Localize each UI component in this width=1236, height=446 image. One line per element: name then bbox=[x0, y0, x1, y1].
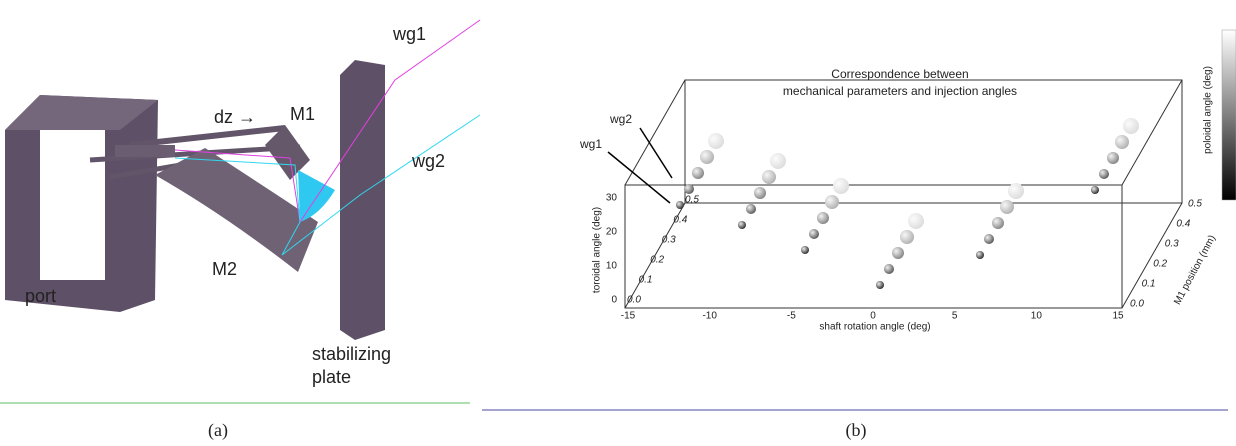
sphere-shine bbox=[770, 153, 786, 169]
sphere-shine bbox=[884, 264, 894, 274]
y-tick-label: 20 bbox=[606, 227, 618, 238]
sphere-shine bbox=[738, 221, 746, 229]
cad-drawing bbox=[5, 20, 480, 340]
sphere-shine bbox=[1091, 186, 1099, 194]
sphere-shine bbox=[976, 251, 984, 259]
z-tick-label: 0.1 bbox=[1142, 279, 1156, 290]
y-tick-label: 10 bbox=[606, 261, 618, 272]
z-tick-label: 0.3 bbox=[1165, 239, 1179, 250]
page: {"panel_a": {"labels": {"wg1": "wg1", "d… bbox=[0, 0, 1236, 446]
x-tick-label: 5 bbox=[952, 311, 958, 322]
sphere-shine bbox=[1115, 135, 1129, 149]
x-axis-label: shaft rotation angle (deg) bbox=[819, 322, 930, 333]
figure: wg1 dz → M1 wg2 M2 port stabilizing plat… bbox=[0, 0, 1236, 446]
x-tick-label: 15 bbox=[1112, 311, 1124, 322]
sphere-shine bbox=[692, 167, 704, 179]
sphere-shine bbox=[809, 229, 819, 239]
y-tick-label: 0 bbox=[611, 295, 617, 306]
z-axis-label: M1 position (mm) bbox=[1172, 233, 1218, 306]
sphere-shine bbox=[1107, 152, 1119, 164]
sphere-shine bbox=[817, 212, 829, 224]
annotation: wg1 bbox=[579, 137, 602, 151]
x-tick-label: -10 bbox=[702, 311, 717, 322]
colorbar-label: poloidal angle (deg) bbox=[1203, 66, 1214, 154]
caption: (b) bbox=[846, 420, 867, 441]
sphere-shine bbox=[1000, 200, 1014, 214]
sphere-shine bbox=[762, 170, 776, 184]
z-tick-label: 0.4 bbox=[1176, 219, 1190, 230]
label-wg2: wg2 bbox=[411, 151, 445, 171]
y-tick-label: 30 bbox=[606, 193, 618, 204]
inner-tick-label: 0.2 bbox=[650, 255, 664, 266]
sphere-shine bbox=[1008, 183, 1024, 199]
inner-tick-label: 0.1 bbox=[639, 275, 653, 286]
label-m2: M2 bbox=[212, 259, 237, 279]
sphere-shine bbox=[833, 178, 849, 194]
sphere-shine bbox=[825, 195, 839, 209]
sphere-shine bbox=[908, 213, 924, 229]
label-plate: stabilizing bbox=[312, 344, 391, 364]
x-tick-label: 0 bbox=[870, 311, 876, 322]
sphere-shine bbox=[900, 230, 914, 244]
label-wg1: wg1 bbox=[392, 24, 426, 44]
label-port: port bbox=[25, 286, 56, 306]
colorbar bbox=[1222, 30, 1236, 200]
z-tick-label: 0.5 bbox=[1188, 199, 1202, 210]
inner-tick-label: 0.0 bbox=[627, 295, 641, 306]
inner-tick-label: 0.5 bbox=[685, 195, 699, 206]
label-plate: plate bbox=[312, 367, 351, 387]
sphere-shine bbox=[984, 234, 994, 244]
y-axis-label: toroidal angle (deg) bbox=[592, 207, 603, 293]
sphere-shine bbox=[754, 187, 766, 199]
label-m1: M1 bbox=[290, 104, 315, 124]
x-tick-label: -15 bbox=[621, 311, 636, 322]
sphere-shine bbox=[676, 201, 684, 209]
sphere-shine bbox=[684, 184, 694, 194]
sphere-shine bbox=[1099, 169, 1109, 179]
plot-title: Correspondence between bbox=[831, 67, 968, 81]
sphere-shine bbox=[708, 133, 724, 149]
annotation: wg2 bbox=[609, 112, 632, 126]
arrow bbox=[640, 128, 672, 178]
plot-box bbox=[625, 80, 1182, 308]
plot-title: mechanical parameters and injection angl… bbox=[783, 84, 1017, 98]
inner-tick-label: 0.4 bbox=[673, 215, 687, 226]
sphere-shine bbox=[892, 247, 904, 259]
sphere-shine bbox=[1123, 118, 1139, 134]
sphere-shine bbox=[746, 204, 756, 214]
z-tick-label: 0.2 bbox=[1153, 259, 1167, 270]
caption: (a) bbox=[208, 420, 228, 441]
sphere-shine bbox=[801, 246, 809, 254]
label-dz: dz → bbox=[214, 107, 256, 127]
inner-tick-label: 0.3 bbox=[662, 235, 676, 246]
x-tick-label: -5 bbox=[787, 311, 796, 322]
x-tick-label: 10 bbox=[1031, 311, 1043, 322]
sphere-shine bbox=[876, 281, 884, 289]
sphere-shine bbox=[992, 217, 1004, 229]
sphere-shine bbox=[700, 150, 714, 164]
z-tick-label: 0.0 bbox=[1130, 299, 1144, 310]
